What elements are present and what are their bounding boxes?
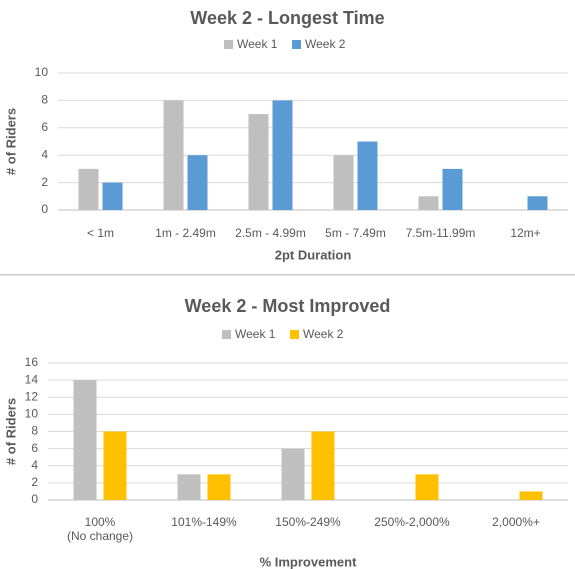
legend-label-1: Week 1 <box>235 327 276 341</box>
y-tick-label: 14 <box>25 372 39 386</box>
bar-2-1 <box>103 431 127 500</box>
y-tick-label: 6 <box>41 120 48 134</box>
x-tick-label: < 1m <box>87 226 114 240</box>
chart-longest-time: Week 2 - Longest Time Week 1 Week 2 0 2 4 6 8 10… <box>0 0 575 272</box>
bar-1-1 <box>73 380 97 500</box>
x-tick-label: 2,000%+ <box>492 515 540 529</box>
chart-title: Week 2 - Most Improved <box>185 296 391 316</box>
x-axis-title: 2pt Duration <box>275 247 352 262</box>
y-tick-label: 4 <box>31 458 38 472</box>
legend-label-1: Week 1 <box>237 37 278 51</box>
x-tick-label: 150%-249% <box>275 515 341 529</box>
chart-longest-time-svg: Week 2 - Longest Time Week 1 Week 2 0 2 4 6 8 10… <box>3 8 568 262</box>
y-tick-label: 12 <box>25 389 39 403</box>
chart-most-improved: Week 2 - Most Improved Week 1 Week 2 0 2 4 6 8 1… <box>0 280 575 569</box>
bar-1-3 <box>248 114 269 210</box>
legend-label-2: Week 2 <box>305 37 346 51</box>
bar-2-3 <box>272 100 293 210</box>
bar-1-1 <box>78 168 99 210</box>
x-tick-label: 12m+ <box>510 226 540 240</box>
bar-2-1 <box>102 182 123 210</box>
bar-1-2 <box>163 100 184 210</box>
y-tick-label: 16 <box>25 355 39 369</box>
x-tick-label: 2.5m - 4.99m <box>235 226 306 240</box>
y-tick-label: 8 <box>31 424 38 438</box>
legend-swatch-1 <box>224 40 233 49</box>
bar-2-4 <box>415 474 439 500</box>
y-tick-label: 2 <box>41 175 48 189</box>
chart-separator <box>0 274 575 276</box>
y-axis-title: # of Riders <box>3 108 18 175</box>
y-tick-label: 0 <box>41 202 48 216</box>
x-tick-label: 5m - 7.49m <box>325 226 386 240</box>
chart-title: Week 2 - Longest Time <box>190 8 384 28</box>
x-tick-label: 100% <box>85 515 116 529</box>
bar-1-2 <box>177 474 201 500</box>
bar-2-3 <box>311 431 335 500</box>
legend-swatch-1 <box>222 330 231 339</box>
x-tick-label: 250%-2,000% <box>374 515 450 529</box>
bar-2-5 <box>442 168 463 210</box>
legend-swatch-2 <box>292 40 301 49</box>
bar-2-5 <box>519 491 543 500</box>
x-tick-label: 101%-149% <box>171 515 237 529</box>
x-tick-label: 7.5m-11.99m <box>406 226 476 240</box>
bar-2-2 <box>187 155 208 210</box>
y-tick-label: 4 <box>41 147 48 161</box>
bar-1-3 <box>281 448 305 500</box>
legend-label-2: Week 2 <box>303 327 344 341</box>
chart-most-improved-svg: Week 2 - Most Improved Week 1 Week 2 0 2 4 6 8 1… <box>3 296 568 569</box>
bar-2-2 <box>207 474 231 500</box>
legend-swatch-2 <box>290 330 299 339</box>
x-tick-label: 1m - 2.49m <box>155 226 216 240</box>
y-tick-label: 8 <box>41 93 48 107</box>
bar-2-6 <box>527 196 548 210</box>
y-tick-label: 6 <box>31 441 38 455</box>
bar-1-5 <box>418 196 439 210</box>
x-axis-title: % Improvement <box>260 554 357 569</box>
y-tick-label: 2 <box>31 475 38 489</box>
y-tick-label: 0 <box>31 492 38 506</box>
y-axis-title: # of Riders <box>3 398 18 465</box>
y-tick-label: 10 <box>25 407 39 421</box>
y-tick-label: 10 <box>35 65 49 79</box>
x-tick-label: (No change) <box>67 529 133 543</box>
bar-2-4 <box>357 141 378 210</box>
bar-1-4 <box>333 155 354 210</box>
